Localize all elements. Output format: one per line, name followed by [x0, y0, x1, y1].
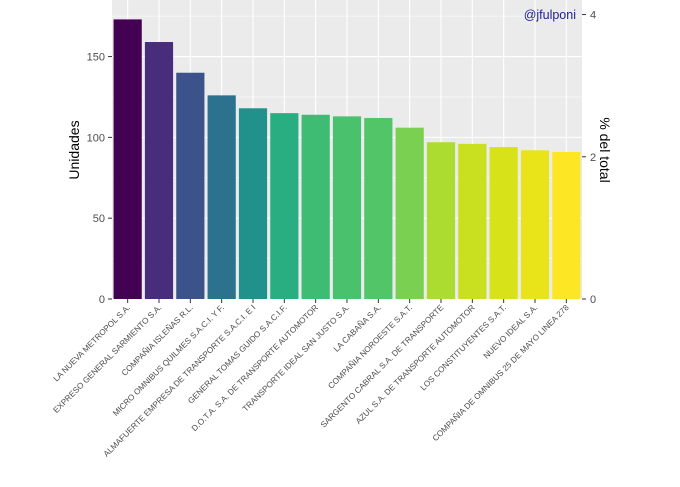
x-tick-label: MICRO OMNIBUS QUILMES S.A.C.I. Y F.: [111, 303, 226, 418]
author-annotation: @jfulponi: [524, 8, 576, 22]
bar-10: [395, 127, 424, 299]
y2-axis-title: % del total: [597, 117, 613, 182]
bars: [113, 19, 581, 300]
x-tick-label: EXPRESO GENERAL SARMIENTO S.A.: [52, 303, 164, 415]
bar-9: [364, 117, 393, 299]
y2-tick-label: 2: [590, 152, 596, 164]
bar-1: [113, 19, 142, 300]
y2-tick-label: 0: [590, 294, 596, 306]
bar-14: [520, 150, 550, 299]
y-tick-label: 150: [87, 52, 105, 64]
bar-11: [426, 142, 456, 299]
bar-13: [489, 147, 518, 299]
y-axis-title: Unidades: [66, 120, 82, 179]
y-axis-right: 02468: [582, 10, 596, 306]
bar-12: [458, 143, 487, 299]
y-tick-label: 50: [93, 213, 105, 225]
y-axis-left: 0 50 100 150: [87, 52, 112, 306]
x-tick-label: NUEVO IDEAL S.A.: [482, 303, 540, 361]
bar-5: [238, 108, 268, 299]
x-tick-label: ALMAFUERTE EMPRESA DE TRANSPORTE S.A.C.I…: [102, 303, 258, 459]
x-axis: LA NUEVA METROPOL S.A.EXPRESO GENERAL SA…: [52, 299, 571, 459]
x-tick-label: AZUL S.A. DE TRANSPORTE AUTOMOTOR: [354, 303, 477, 426]
bar-6: [270, 113, 299, 299]
bar-8: [332, 116, 362, 299]
bar-15: [552, 151, 581, 299]
y-tick-label: 100: [87, 132, 105, 144]
y2-tick-label: 4: [590, 10, 596, 22]
bar-4: [207, 95, 236, 300]
bar-2: [144, 42, 174, 300]
bar-3: [176, 72, 205, 299]
bar-7: [301, 114, 330, 300]
y-tick-label: 0: [99, 294, 105, 306]
